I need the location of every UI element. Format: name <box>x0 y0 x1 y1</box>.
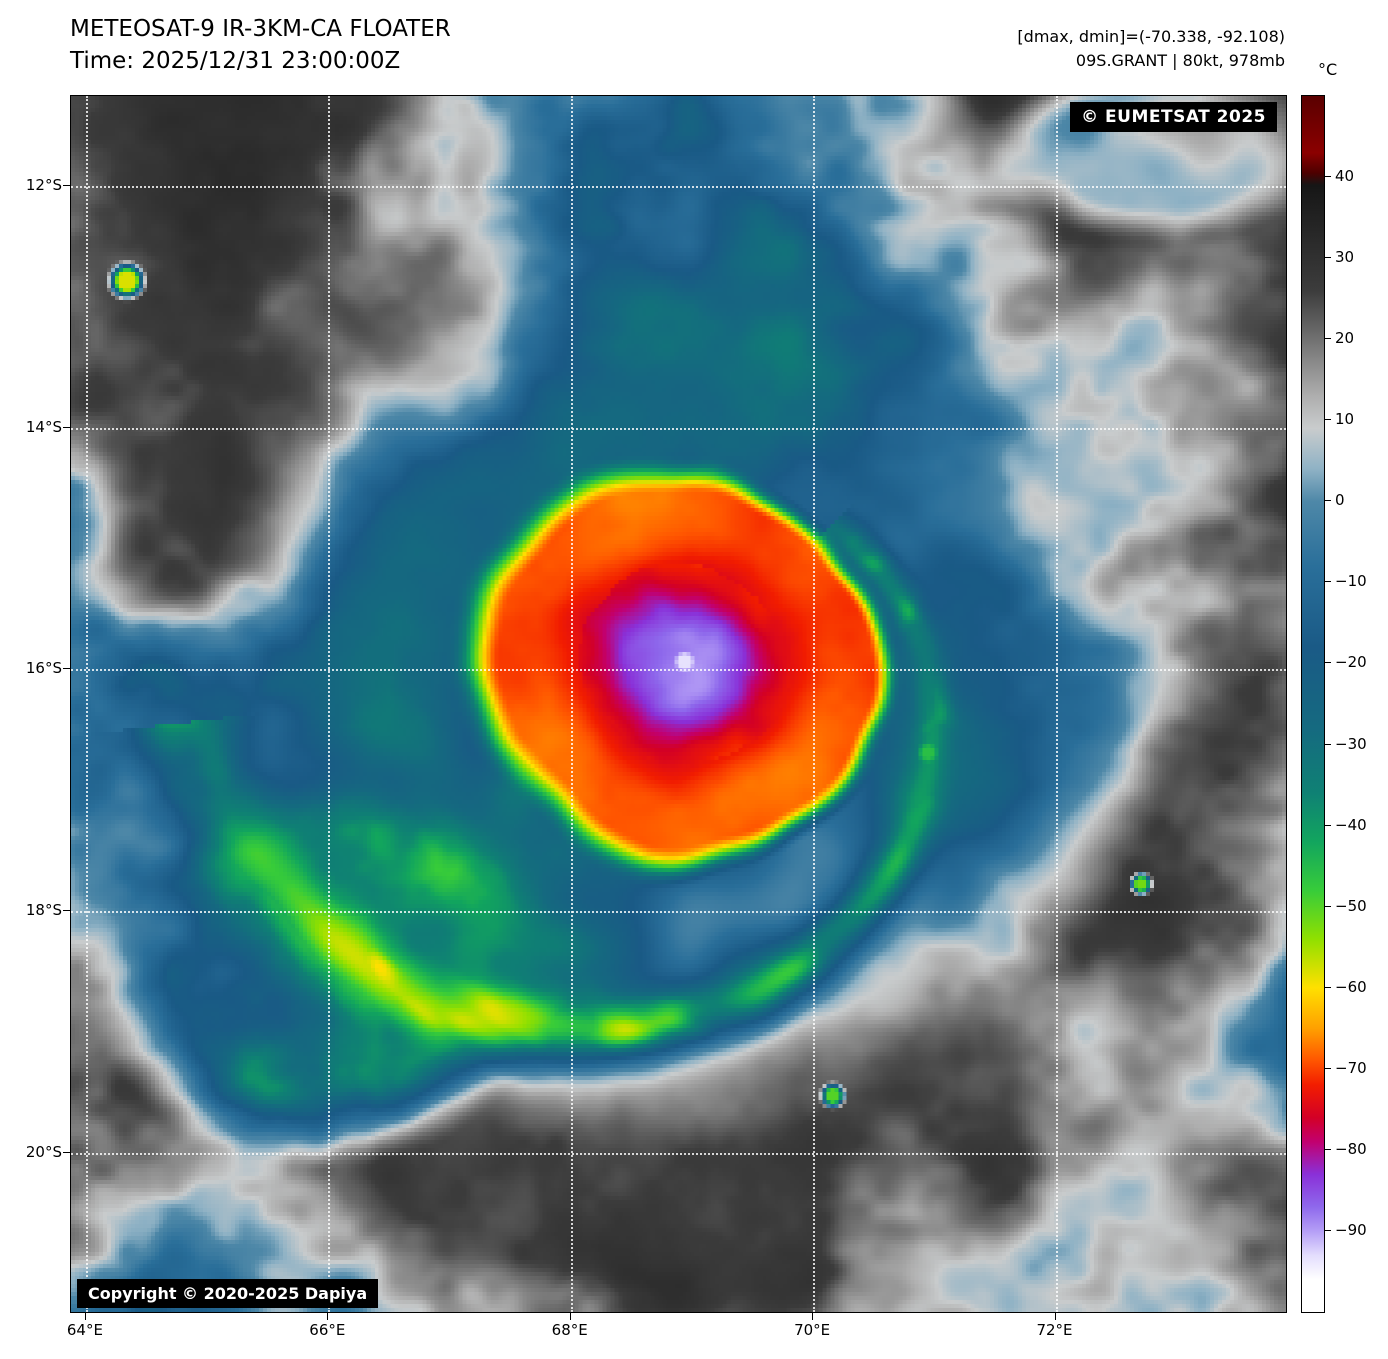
lat-tick-mark <box>63 184 70 186</box>
colorbar-tick-label: −80 <box>1335 1139 1367 1158</box>
colorbar-tick-label: 10 <box>1335 410 1355 429</box>
colorbar-unit: °C <box>1318 60 1338 79</box>
lat-tick-mark <box>63 1151 70 1153</box>
lon-tick-label: 68°E <box>551 1321 588 1339</box>
colorbar-tick-mark <box>1325 176 1331 178</box>
lon-tick-label: 70°E <box>794 1321 831 1339</box>
lon-tick-mark <box>1054 1313 1056 1320</box>
colorbar-tick-label: 20 <box>1335 329 1355 348</box>
colorbar-tick-label: −50 <box>1335 896 1367 915</box>
temperature-colorbar <box>1301 95 1325 1313</box>
colorbar-tick-mark <box>1325 581 1331 583</box>
colorbar-tick-label: −90 <box>1335 1220 1367 1239</box>
satellite-map: © EUMETSAT 2025 Copyright © 2020-2025 Da… <box>70 95 1287 1313</box>
storm-info-readout: 09S.GRANT | 80kt, 978mb <box>1075 51 1285 70</box>
product-title: METEOSAT-9 IR-3KM-CA FLOATER <box>70 16 451 42</box>
lat-tick-label: 14°S <box>25 417 62 436</box>
colorbar-tick-label: 40 <box>1335 167 1355 186</box>
lon-tick-mark <box>84 1313 86 1320</box>
colorbar-tick-mark <box>1325 419 1331 421</box>
colorbar-tick-label: −20 <box>1335 653 1367 672</box>
lon-tick-label: 72°E <box>1036 1321 1073 1339</box>
colorbar-tick-label: −60 <box>1335 977 1367 996</box>
colorbar-tick-label: −30 <box>1335 734 1367 753</box>
colorbar-tick-mark <box>1325 743 1331 745</box>
colorbar-tick-mark <box>1325 1229 1331 1231</box>
dmax-dmin-readout: [dmax, dmin]=(-70.338, -92.108) <box>1017 27 1285 46</box>
colorbar-tick-label: 30 <box>1335 248 1355 267</box>
lat-tick-mark <box>63 668 70 670</box>
lat-tick-label: 18°S <box>25 901 62 920</box>
colorbar-tick-mark <box>1325 1067 1331 1069</box>
colorbar-tick-label: 0 <box>1335 491 1345 510</box>
colorbar-tick-label: −70 <box>1335 1058 1367 1077</box>
satellite-ir-image <box>71 96 1286 1312</box>
colorbar-tick-mark <box>1325 662 1331 664</box>
lat-tick-mark <box>63 426 70 428</box>
colorbar-tick-mark <box>1325 1148 1331 1150</box>
lat-tick-label: 12°S <box>25 175 62 194</box>
colorbar-tick-mark <box>1325 338 1331 340</box>
lon-tick-label: 66°E <box>309 1321 346 1339</box>
colorbar-tick-mark <box>1325 257 1331 259</box>
colorbar-tick-mark <box>1325 986 1331 988</box>
lon-tick-mark <box>569 1313 571 1320</box>
colorbar-tick-mark <box>1325 824 1331 826</box>
lat-tick-label: 20°S <box>25 1142 62 1161</box>
dapiya-copyright-badge: Copyright © 2020-2025 Dapiya <box>77 1279 379 1308</box>
colorbar-tick-mark <box>1325 500 1331 502</box>
colorbar-tick-mark <box>1325 905 1331 907</box>
eumetsat-credit-badge: © EUMETSAT 2025 <box>1070 102 1277 132</box>
colorbar-tick-label: −40 <box>1335 815 1367 834</box>
lon-tick-label: 64°E <box>66 1321 103 1339</box>
lat-tick-label: 16°S <box>25 659 62 678</box>
lat-tick-mark <box>63 910 70 912</box>
lon-tick-mark <box>327 1313 329 1320</box>
colorbar-tick-label: −10 <box>1335 572 1367 591</box>
lon-tick-mark <box>812 1313 814 1320</box>
timestamp: Time: 2025/12/31 23:00:00Z <box>70 48 401 74</box>
